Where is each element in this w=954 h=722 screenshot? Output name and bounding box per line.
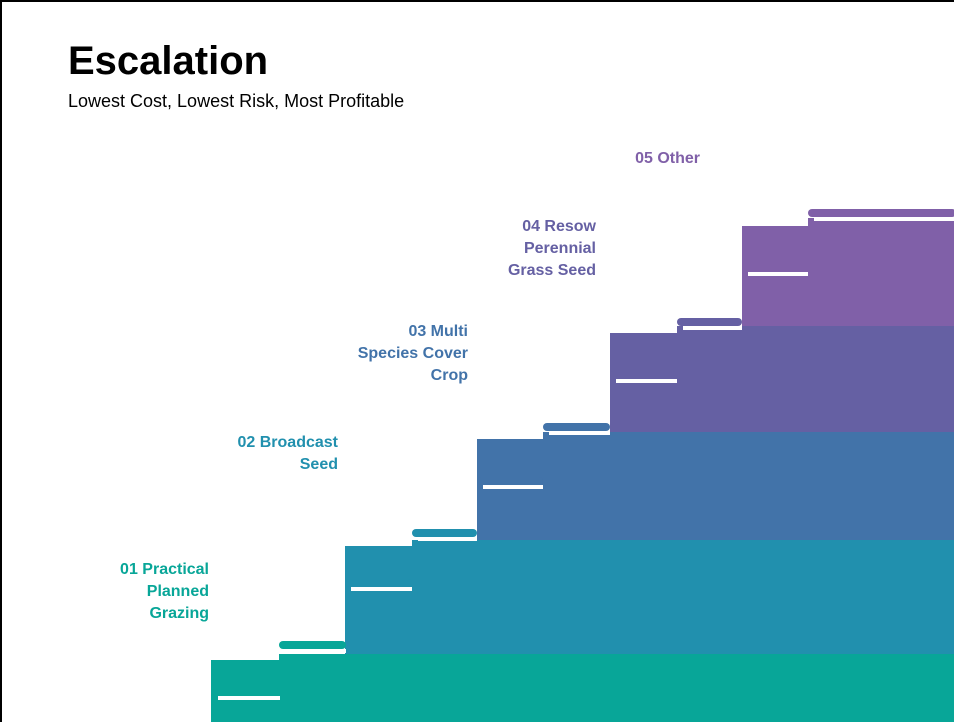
step-ledge-3 xyxy=(345,579,412,587)
step-riser-02 xyxy=(412,540,954,547)
step-tread-gap-3 xyxy=(351,587,412,591)
step-ledge-10 xyxy=(808,209,954,217)
step-ledge-7 xyxy=(610,371,677,379)
step-tread-gap-10 xyxy=(814,217,954,221)
step-tread-gap-2 xyxy=(285,649,346,653)
step-tread-gap-6 xyxy=(549,431,610,435)
step-ledge-6 xyxy=(543,423,610,431)
step-label-02: 02 Broadcast Seed xyxy=(237,434,339,473)
step-tread-gap-4 xyxy=(418,537,477,541)
slide-subtitle: Lowest Cost, Lowest Risk, Most Profitabl… xyxy=(68,91,405,111)
step-tread-gap-7 xyxy=(616,379,677,383)
step-band-03 xyxy=(477,439,954,546)
step-band-02 xyxy=(345,546,954,660)
step-riser-01 xyxy=(279,654,954,661)
step-ledge-1 xyxy=(212,688,280,696)
step-band-04 xyxy=(610,333,954,439)
step-label-01: 01 Practical Planned Grazing xyxy=(120,561,209,622)
step-ledge-2 xyxy=(279,641,346,649)
step-label-04: 04 Resow Perennial Grass Seed xyxy=(507,218,596,279)
step-band-05 xyxy=(742,226,954,333)
step-riser-04 xyxy=(677,326,954,334)
step-tread-gap-8 xyxy=(683,326,742,330)
step-ledge-9 xyxy=(742,264,808,272)
step-band-01 xyxy=(211,660,954,722)
step-tread-gap-5 xyxy=(483,485,543,489)
step-riser-05 xyxy=(808,218,954,227)
step-riser-03 xyxy=(543,432,954,440)
step-ledge-4 xyxy=(412,529,477,537)
step-ledge-8 xyxy=(677,318,742,326)
slide-title: Escalation xyxy=(68,39,269,83)
step-tread-gap-1 xyxy=(218,696,280,700)
step-label-03: 03 Multi Species Cover Crop xyxy=(357,323,468,384)
step-tread-gap-9 xyxy=(748,272,808,276)
step-ledge-5 xyxy=(477,477,543,485)
step-label-05: 05 Other xyxy=(635,150,700,167)
